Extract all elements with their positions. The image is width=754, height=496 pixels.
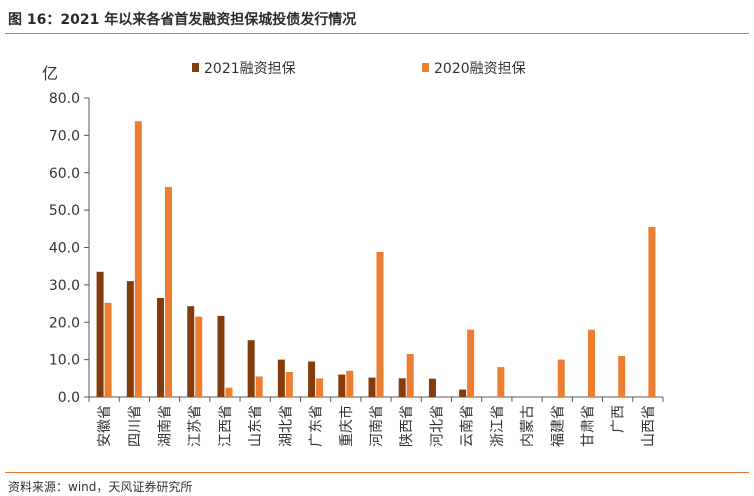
source-note: 资料来源：wind，天风证券研究所 xyxy=(8,480,193,494)
bar-2020 xyxy=(618,355,626,397)
y-tick-label: 70.0 xyxy=(49,128,80,144)
y-axis-unit-label: 亿 xyxy=(42,64,58,83)
x-category-label: 福建省 xyxy=(550,405,566,447)
bar-2021 xyxy=(308,361,316,397)
bar-2020 xyxy=(134,121,142,398)
bar-2020 xyxy=(406,354,414,397)
x-category-label: 河北省 xyxy=(429,405,445,447)
y-tick-label: 50.0 xyxy=(49,203,80,219)
bar-2021 xyxy=(338,374,346,397)
x-category-label: 湖北省 xyxy=(278,405,294,447)
x-category-label: 陕西省 xyxy=(399,405,415,447)
x-category-label: 广西 xyxy=(611,405,627,433)
figure-title: 图 16：2021 年以来各省首发融资担保城投债发行情况 xyxy=(8,12,357,28)
bar-2020 xyxy=(376,251,384,397)
bar-2020 xyxy=(285,371,293,397)
x-category-label: 广东省 xyxy=(309,405,325,447)
y-tick-label: 80.0 xyxy=(49,91,80,107)
bar-2020 xyxy=(316,378,324,397)
bar-chart: 0.0 10.0 20.0 30.0 40.0 50.0 60.0 70.0 80.0 亿安徽省四… xyxy=(42,61,664,447)
x-category-label: 江西省 xyxy=(218,405,234,447)
bar-2021 xyxy=(459,389,467,397)
y-tick-label: 10.0 xyxy=(49,353,80,369)
x-category-label: 安徽省 xyxy=(97,405,113,447)
bar-2020 xyxy=(346,370,354,397)
x-category-label: 云南省 xyxy=(460,405,476,447)
bar-2021 xyxy=(398,378,406,397)
legend-label: 2020融资担保 xyxy=(434,61,526,77)
legend-swatch xyxy=(422,63,429,72)
bar-2020 xyxy=(195,316,203,397)
bar-2021 xyxy=(157,297,165,397)
bar-2020 xyxy=(165,186,173,397)
bar-2021 xyxy=(277,359,285,397)
x-category-label: 山东省 xyxy=(248,405,264,447)
bar-2020 xyxy=(104,302,112,397)
x-category-label: 河南省 xyxy=(369,405,385,447)
bar-2020 xyxy=(225,387,233,397)
y-tick-label: 0.0 xyxy=(58,390,80,406)
bar-2020 xyxy=(648,226,656,397)
legend-swatch xyxy=(192,63,199,72)
x-category-label: 山西省 xyxy=(641,405,657,447)
bar-2021 xyxy=(187,306,195,397)
bar-2021 xyxy=(96,271,104,397)
x-category-label: 甘肃省 xyxy=(580,405,596,447)
bar-2020 xyxy=(497,367,505,397)
source-divider xyxy=(5,472,749,473)
chart-legend: 2021融资担保 2020融资担保 xyxy=(192,61,526,77)
x-category-label: 湖南省 xyxy=(158,405,174,447)
x-category-label: 浙江省 xyxy=(490,405,506,447)
y-tick-label: 20.0 xyxy=(49,315,80,331)
x-category-label: 内蒙古 xyxy=(520,405,536,447)
bar-2021 xyxy=(428,378,436,397)
bar-2021 xyxy=(368,377,376,397)
title-divider xyxy=(5,33,749,34)
chart-bars xyxy=(96,121,656,398)
y-tick-label: 60.0 xyxy=(49,166,80,182)
y-tick-label: 40.0 xyxy=(49,241,80,257)
x-category-label: 四川省 xyxy=(127,405,143,447)
bar-2021 xyxy=(126,281,134,397)
bar-2021 xyxy=(217,315,225,397)
x-category-label: 江苏省 xyxy=(188,405,204,447)
bar-2020 xyxy=(557,359,565,397)
chart-axes: 0.0 10.0 20.0 30.0 40.0 50.0 60.0 70.0 80.0 亿安徽省四… xyxy=(42,64,664,447)
bar-2020 xyxy=(587,329,595,397)
y-tick-label: 30.0 xyxy=(49,278,80,294)
legend-label: 2021融资担保 xyxy=(204,61,296,77)
bar-2020 xyxy=(255,376,263,397)
x-category-label: 重庆市 xyxy=(338,405,355,447)
bar-2021 xyxy=(247,340,255,397)
bar-2020 xyxy=(467,329,475,397)
